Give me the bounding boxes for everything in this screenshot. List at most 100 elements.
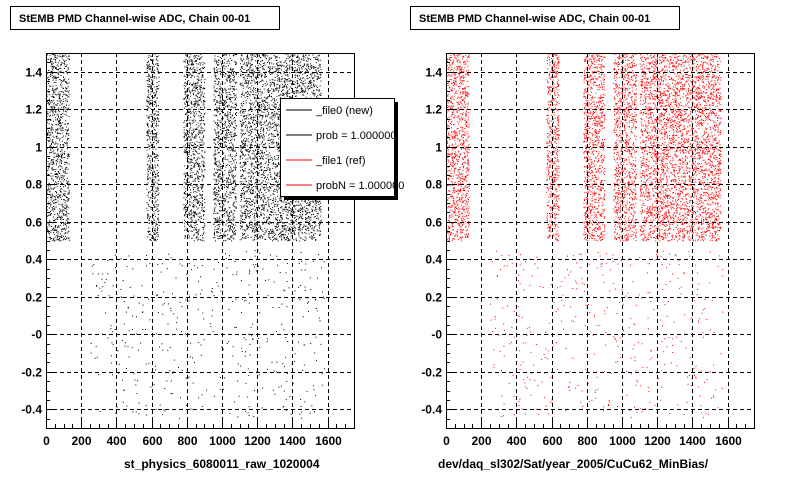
data-point [223, 54, 225, 56]
data-point [48, 201, 50, 203]
data-point [232, 114, 234, 116]
data-point [56, 232, 58, 234]
data-point [227, 113, 229, 115]
data-point [189, 142, 191, 144]
data-point [201, 67, 203, 69]
data-point [148, 117, 150, 119]
data-point [216, 107, 218, 109]
data-point [276, 145, 278, 147]
data-point [191, 185, 193, 187]
data-point [234, 81, 236, 83]
data-point [57, 129, 59, 131]
data-point [234, 210, 236, 212]
data-point [154, 239, 156, 241]
data-point [196, 67, 198, 69]
data-point [213, 213, 215, 215]
data-point [223, 196, 225, 198]
data-point [242, 236, 244, 238]
data-point [63, 77, 64, 79]
data-point [68, 68, 69, 70]
data-point [263, 208, 265, 210]
data-point [231, 226, 233, 227]
data-point [157, 205, 159, 207]
data-point [60, 203, 62, 205]
data-point [65, 94, 67, 96]
data-point [47, 189, 49, 190]
data-point [200, 90, 202, 92]
data-point [200, 86, 202, 88]
data-point [314, 75, 316, 77]
data-point [294, 205, 296, 207]
data-point [58, 115, 59, 117]
data-point [61, 237, 63, 238]
data-point [50, 76, 52, 77]
data-point [155, 148, 157, 150]
data-point [310, 203, 311, 205]
data-point [196, 106, 198, 108]
data-point [259, 135, 261, 137]
data-point [185, 132, 187, 134]
data-point [252, 128, 254, 130]
data-point [227, 75, 229, 77]
data-point [232, 182, 234, 184]
data-point [196, 134, 198, 136]
data-point [66, 215, 68, 217]
data-point [285, 59, 287, 61]
data-point [214, 226, 216, 228]
data-point [64, 151, 66, 153]
data-point [218, 169, 220, 171]
data-point [203, 210, 205, 212]
data-point [217, 170, 219, 171]
data-point [227, 117, 229, 119]
data-point [183, 208, 185, 210]
data-point [155, 63, 157, 65]
data-point [200, 68, 202, 70]
data-point [57, 200, 59, 202]
data-point [202, 88, 204, 90]
data-point [56, 218, 58, 220]
data-point [149, 233, 151, 235]
data-point [218, 94, 220, 96]
data-point [229, 63, 231, 65]
data-point [274, 85, 275, 87]
data-point [289, 67, 291, 69]
data-point [50, 100, 52, 101]
data-point [261, 79, 263, 81]
data-point [200, 86, 201, 88]
data-point [153, 127, 155, 129]
data-point [262, 133, 264, 135]
data-point [214, 74, 216, 76]
data-point [204, 150, 206, 152]
data-point [147, 106, 149, 107]
data-point [185, 176, 187, 178]
data-point [49, 152, 51, 154]
data-point [194, 187, 196, 188]
data-point [231, 74, 233, 76]
data-point [47, 223, 49, 225]
data-point [265, 76, 267, 77]
data-point [233, 132, 235, 134]
data-point [154, 205, 156, 207]
data-point [218, 137, 220, 139]
data-point [46, 101, 48, 102]
data-point [192, 68, 194, 70]
data-point [216, 137, 218, 139]
data-point [157, 173, 159, 175]
data-point [193, 93, 194, 95]
data-point [235, 169, 236, 171]
data-point [251, 152, 253, 154]
data-point [150, 208, 152, 210]
data-point [194, 84, 196, 86]
data-point [157, 189, 159, 191]
data-point [272, 98, 274, 100]
data-point [215, 60, 217, 62]
data-point [154, 237, 156, 239]
data-point [203, 215, 204, 217]
data-point [203, 214, 205, 215]
data-point [146, 139, 148, 141]
data-point [153, 65, 155, 67]
data-point [228, 119, 230, 121]
data-point [199, 193, 201, 195]
data-point [316, 87, 318, 88]
data-point [197, 239, 199, 241]
